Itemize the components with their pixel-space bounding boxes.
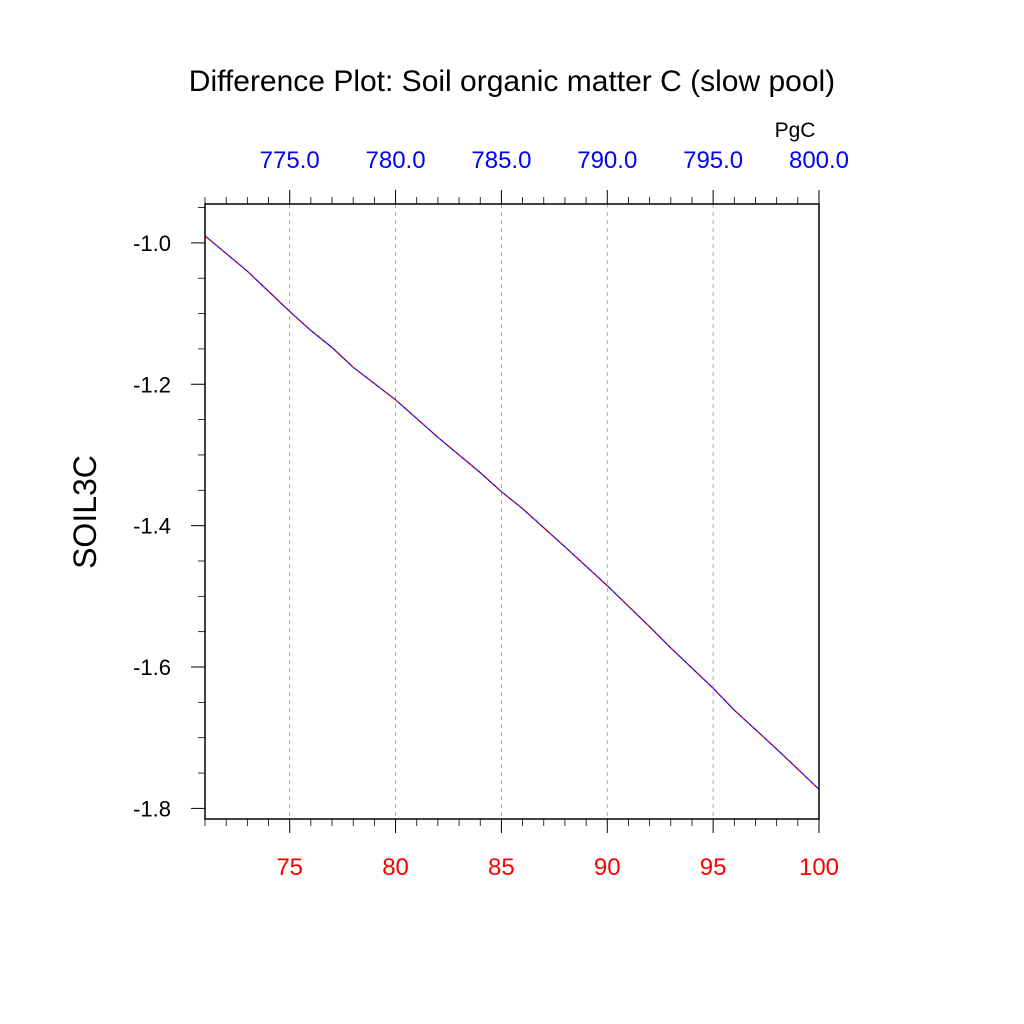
series-layer xyxy=(204,235,820,790)
series-line xyxy=(204,235,820,790)
x-tick-label: 85 xyxy=(488,854,515,881)
x-tick-label: 80 xyxy=(382,854,409,881)
top-tick-label: 785.0 xyxy=(471,147,531,174)
x-tick-label: 95 xyxy=(700,854,727,881)
x-tick-label: 100 xyxy=(799,854,839,881)
top-tick-label: 800.0 xyxy=(789,147,849,174)
y-tick-label: -1.4 xyxy=(133,514,171,539)
y-tick-label: -1.0 xyxy=(133,231,171,256)
tick-labels: 75 80 85 90 95 100 775.0 780.0 785.0 790.0 795.0 80… xyxy=(133,147,849,881)
series-line-dashed xyxy=(204,235,820,790)
top-tick-label: 775.0 xyxy=(260,147,320,174)
x-tick-label: 75 xyxy=(276,854,303,881)
y-tick-label: -1.2 xyxy=(133,372,171,397)
top-tick-label: 790.0 xyxy=(577,147,637,174)
top-tick-label: 795.0 xyxy=(683,147,743,174)
chart-title: Difference Plot: Soil organic matter C (… xyxy=(189,65,835,98)
y-tick-label: -1.8 xyxy=(133,796,171,821)
top-tick-label: 780.0 xyxy=(366,147,426,174)
y-tick-label: -1.6 xyxy=(133,655,171,680)
grid-lines xyxy=(289,204,714,819)
x-tick-label: 90 xyxy=(594,854,621,881)
tick-marks xyxy=(191,190,820,833)
plot-frame xyxy=(204,203,820,820)
top-axis-units: PgC xyxy=(775,119,816,142)
y-axis-label: SOIL3C xyxy=(67,455,103,569)
